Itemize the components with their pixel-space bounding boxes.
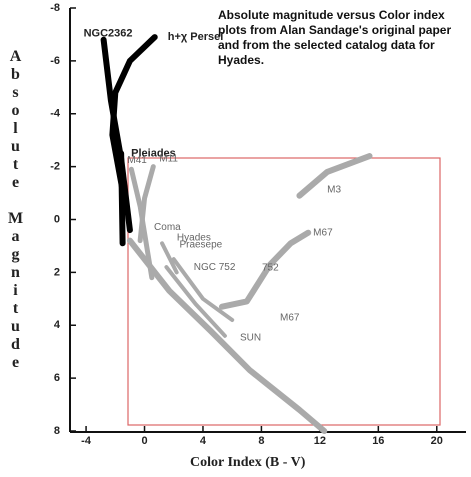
series-label: Praesepe (179, 240, 222, 251)
x-tick-label: -4 (81, 435, 92, 447)
y-tick-label: -4 (50, 108, 61, 120)
series-label: M11 (159, 153, 178, 164)
y-tick-label: -6 (50, 55, 60, 67)
y-tick-label: 4 (54, 319, 61, 331)
cluster-track (121, 153, 122, 243)
series-label: h+χ Persei (168, 31, 224, 43)
y-tick-label: -8 (50, 2, 60, 14)
series-label: M41 (127, 155, 147, 166)
x-tick-label: 16 (372, 435, 384, 447)
y-tick-label: 6 (54, 372, 60, 384)
x-tick-label: 0 (141, 435, 147, 447)
y-tick-label: 8 (54, 425, 60, 437)
annotation: SUN (240, 333, 261, 344)
y-axis-label: Absolute Magnitude (6, 48, 24, 372)
series-label: M3 (327, 185, 341, 196)
y-tick-label: 0 (54, 213, 60, 225)
chart: -8 -6 -4 -2 0 2 4 6 8 -4 0 4 8 12 16 20 NGC2362 h+χ Perse… (0, 0, 471, 477)
annotation: M67 (280, 313, 300, 324)
x-tick-label: 8 (258, 435, 264, 447)
series-label: NGC2362 (84, 28, 133, 40)
series-label: Coma (154, 222, 181, 233)
x-tick-label: 20 (431, 435, 443, 447)
x-tick-label: 12 (314, 435, 326, 447)
y-tick-label: 2 (54, 266, 60, 278)
annotation: 752 (262, 263, 279, 274)
y-tick-label: -2 (50, 161, 60, 173)
inset-frame (128, 158, 440, 425)
cluster-track (166, 267, 224, 336)
series-label: M67 (313, 227, 333, 238)
x-axis-label: Color Index (B - V) (190, 455, 305, 471)
cluster-track (140, 167, 153, 241)
annotation: Absolute magnitude versus Color index pl… (218, 8, 468, 68)
x-tick-label: 4 (200, 435, 207, 447)
series-label: NGC 752 (194, 262, 236, 273)
page: -8 -6 -4 -2 0 2 4 6 8 -4 0 4 8 12 16 20 NGC2362 h+χ Perse… (0, 0, 471, 477)
